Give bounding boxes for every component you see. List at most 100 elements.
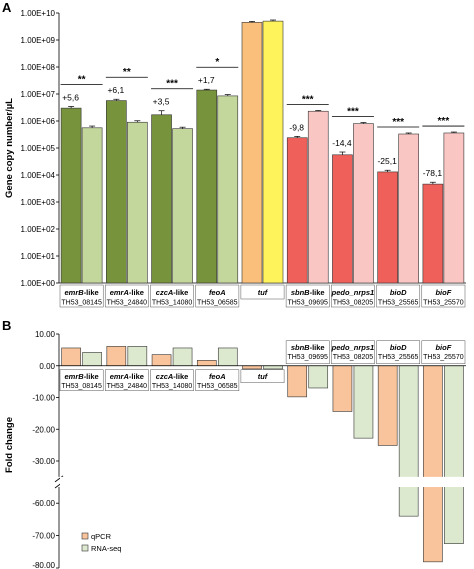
y-tick-label-b: -10.00 [32, 394, 55, 403]
y-tick-label-a: 1.00E+09 [21, 36, 56, 45]
fold-label-a: -9,8 [289, 122, 304, 132]
bar-b [308, 365, 329, 389]
category-label-a: bioD [390, 288, 407, 297]
category-box-b [376, 340, 421, 364]
legend-label: qPCR [91, 532, 112, 541]
category-label-b: tuf [258, 372, 269, 381]
y-tick-label-a: 1.00E+10 [21, 9, 56, 18]
bar-b [217, 347, 238, 367]
y-tick-label-a: 1.00E+05 [21, 144, 56, 153]
sig-label-a: *** [166, 79, 178, 90]
locus-label-a: TH53_25570 [423, 300, 464, 307]
category-label-b: feoA [209, 372, 226, 381]
category-label-b: sbnB-like [291, 343, 325, 352]
y-tick-label-a: 1.00E+00 [21, 279, 56, 288]
axis-break-gap [60, 476, 467, 487]
sig-label-a: * [215, 57, 219, 68]
locus-label-b: TH53_06585 [197, 383, 238, 390]
y-tick-label-b: -30.00 [32, 457, 55, 466]
category-box-b [150, 369, 194, 391]
fold-label-a: -14,4 [332, 138, 352, 148]
locus-label-a: TH53_08205 [333, 300, 374, 307]
bar-a [217, 95, 239, 284]
category-box-a [195, 284, 240, 308]
locus-label-a: TH53_24840 [107, 300, 148, 307]
y-tick-label-a: 1.00E+01 [21, 252, 56, 261]
bar-a [332, 154, 353, 284]
y-tick-label-b: 0.00 [39, 362, 55, 371]
category-box-a [104, 284, 149, 308]
locus-label-b: TH53_08145 [61, 383, 102, 390]
category-box-a [285, 284, 330, 308]
bar-a [307, 110, 329, 284]
bar-b [287, 365, 308, 398]
locus-label-a: TH53_09695 [287, 300, 328, 307]
category-box-b [240, 369, 285, 383]
fold-label-a: +1,7 [198, 75, 215, 85]
bar-a [286, 137, 308, 284]
fold-label-a: +5,6 [62, 92, 79, 102]
y-tick-label-a: 1.00E+06 [21, 117, 56, 126]
category-box-a [240, 284, 285, 300]
bar-a [377, 171, 398, 284]
panel-a-letter: A [2, 0, 12, 15]
locus-label-a: TH53_06585 [197, 300, 238, 307]
panel-b-letter: B [2, 318, 11, 333]
category-label-a: sbnB-like [291, 288, 325, 297]
category-box-a [331, 284, 375, 308]
category-label-b: bioF [435, 343, 451, 352]
bar-a [398, 133, 419, 284]
bar-b [423, 365, 443, 563]
y-tick-label-a: 1.00E+04 [21, 171, 56, 180]
y-tick-label-b: 10.00 [35, 330, 56, 339]
locus-label-b: TH53_24840 [107, 383, 148, 390]
bar-a [81, 127, 103, 284]
chart-a: 1.00E+00 1.00E+01 1.00E+02 1.00E+03 1.00E+04… [4, 9, 466, 308]
sig-label-a: *** [302, 94, 314, 105]
category-label-a: tuf [258, 288, 269, 297]
category-box-b [285, 340, 330, 364]
category-box-a [421, 284, 466, 308]
y-tick-label-b: -20.00 [32, 425, 55, 434]
bar-b [172, 347, 193, 367]
category-label-a: emrA-like [110, 288, 144, 297]
category-box-a [150, 284, 194, 308]
bar-a [443, 132, 465, 284]
locus-label-a: TH53_25565 [378, 300, 419, 307]
category-label-b: czcA-like [156, 372, 189, 381]
locus-label-a: TH53_14080 [152, 300, 193, 307]
category-label-b: bioD [390, 343, 407, 352]
y-axis-label-b: Fold change [4, 417, 15, 473]
bar-a [127, 121, 148, 284]
bar-a [151, 114, 172, 284]
y-tick-label-a: 1.00E+07 [21, 90, 56, 99]
bar-a [422, 183, 444, 284]
locus-label-a: TH53_08145 [61, 300, 102, 307]
y-tick-label-b: -70.00 [32, 532, 55, 541]
category-label-b: emrB-like [65, 372, 99, 381]
bar-b [353, 365, 374, 439]
legend-swatch [81, 544, 89, 552]
locus-label-b: TH53_25570 [423, 354, 464, 361]
bar-b [398, 365, 419, 517]
category-box-b [104, 369, 149, 391]
bar-a [196, 89, 218, 284]
fold-label-a: +3,5 [153, 97, 170, 107]
category-box-a [376, 284, 421, 308]
locus-label-b: TH53_25565 [378, 354, 419, 361]
bar-b [263, 365, 283, 370]
sig-label-a: *** [438, 116, 450, 127]
bar-a [262, 20, 284, 284]
bar-b [151, 354, 172, 367]
bar-b [127, 346, 148, 367]
fold-label-a: -25,1 [377, 156, 397, 166]
category-label-a: emrB-like [65, 288, 99, 297]
y-tick-label-a: 1.00E+03 [21, 198, 56, 207]
fold-label-a: +6,1 [107, 85, 124, 95]
y-axis-label-a: Gene copy number/µL [4, 98, 15, 198]
y-tick-label-b: -60.00 [32, 499, 55, 508]
legend-label: RNA-seq [91, 544, 121, 553]
bar-a [106, 100, 127, 284]
category-box-b [331, 340, 375, 364]
